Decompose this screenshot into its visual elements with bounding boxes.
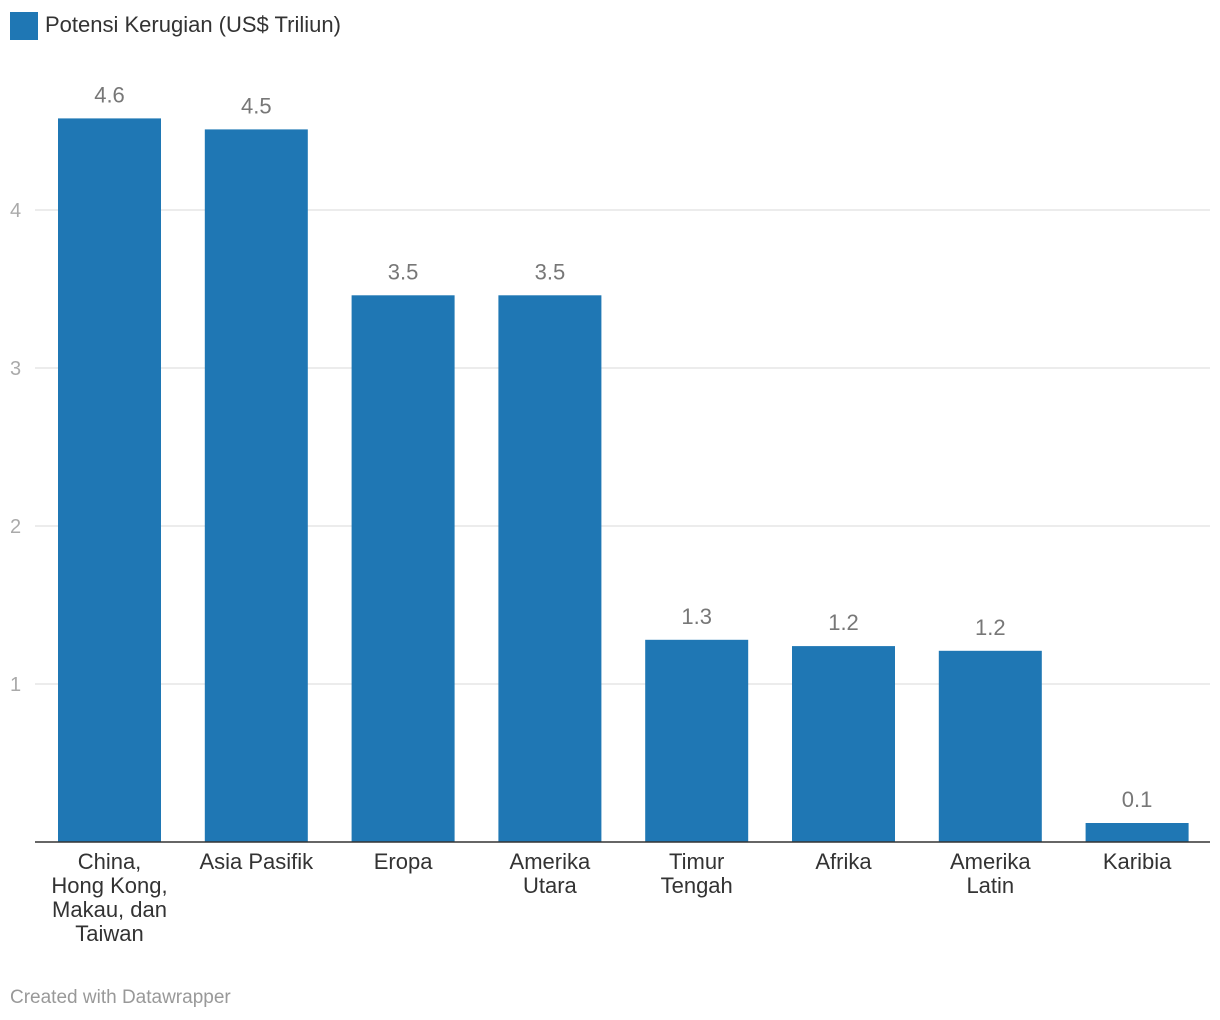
x-tick-label-line: Latin — [966, 873, 1014, 898]
y-tick-label: 2 — [10, 516, 21, 538]
x-tick-label: Afrika — [815, 849, 872, 874]
x-tick-label: Eropa — [374, 849, 433, 874]
value-labels: 4.6 4.5 3.5 3.5 1.3 1.2 1.2 0.1 — [94, 82, 1152, 812]
x-tick-label-line: Afrika — [815, 849, 872, 874]
bar — [351, 295, 455, 842]
legend-swatch — [10, 12, 38, 40]
y-tick-label: 4 — [10, 200, 21, 222]
bar — [58, 118, 161, 842]
x-tick-label-line: Karibia — [1103, 849, 1172, 874]
y-tick-label: 1 — [10, 674, 21, 696]
legend: Potensi Kerugian (US$ Triliun) — [10, 12, 341, 40]
x-tick-label-line: Taiwan — [75, 921, 143, 946]
bar-value-label: 3.5 — [388, 259, 419, 284]
x-tick-label: Karibia — [1103, 849, 1172, 874]
bar-value-label: 1.3 — [681, 604, 712, 629]
x-tick-label-line: China, — [78, 849, 142, 874]
bar — [1085, 823, 1189, 842]
x-tick-label-line: Amerika — [510, 849, 591, 874]
x-tick-label-line: Timur — [669, 849, 724, 874]
x-tick-label-line: Asia Pasifik — [199, 849, 314, 874]
bar — [938, 650, 1042, 842]
x-tick-label-line: Hong Kong, — [51, 873, 167, 898]
x-tick-label: Amerika Latin — [950, 849, 1031, 898]
bar-value-label: 1.2 — [975, 615, 1006, 640]
bar-value-label: 3.5 — [535, 259, 566, 284]
x-tick-label-line: Makau, dan — [52, 897, 167, 922]
x-tick-label: Asia Pasifik — [199, 849, 314, 874]
x-tick-label-line: Eropa — [374, 849, 433, 874]
bar-value-label: 4.6 — [94, 82, 125, 107]
bar — [792, 646, 895, 842]
x-tick-label-line: Amerika — [950, 849, 1031, 874]
x-tick-label: China, Hong Kong, Makau, dan Taiwan — [51, 849, 167, 946]
x-tick-label-line: Tengah — [661, 873, 733, 898]
bar — [204, 129, 308, 842]
bar-value-label: 1.2 — [828, 610, 859, 635]
credit-text: Created with Datawrapper — [10, 987, 231, 1008]
y-tick-label: 3 — [10, 358, 21, 380]
bar-value-label: 4.5 — [241, 93, 272, 118]
bar-value-label: 0.1 — [1122, 787, 1153, 812]
y-axis-ticks: 1 2 3 4 — [10, 200, 21, 696]
x-tick-label: Timur Tengah — [661, 849, 733, 898]
bar — [645, 639, 749, 842]
bars — [58, 118, 1189, 842]
legend-label: Potensi Kerugian (US$ Triliun) — [45, 12, 341, 37]
bar — [498, 295, 602, 842]
category-labels: China, Hong Kong, Makau, dan Taiwan Asia Pas… — [51, 849, 1172, 946]
x-tick-label: Amerika Utara — [510, 849, 591, 898]
x-tick-label-line: Utara — [523, 873, 578, 898]
